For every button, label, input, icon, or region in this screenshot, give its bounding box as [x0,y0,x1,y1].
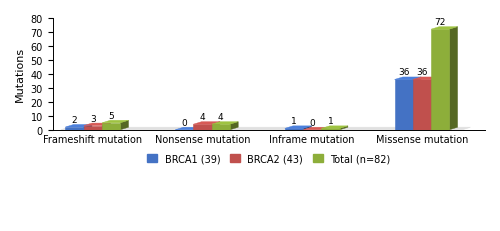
Text: 3: 3 [90,114,96,123]
Polygon shape [431,27,458,30]
Bar [212,125,230,130]
Polygon shape [102,121,128,123]
Text: 5: 5 [108,111,114,120]
Bar [322,129,340,130]
Bar [413,80,431,130]
Bar [66,128,84,130]
Polygon shape [413,78,421,130]
Polygon shape [194,122,220,125]
Text: 1: 1 [291,117,297,126]
Bar [102,123,120,130]
Bar [84,126,102,130]
Polygon shape [303,128,330,130]
Polygon shape [303,126,312,130]
Polygon shape [340,126,348,130]
Text: 72: 72 [434,18,446,27]
Polygon shape [431,78,440,130]
Polygon shape [175,128,202,130]
Bar [394,80,413,130]
Polygon shape [66,125,92,128]
Polygon shape [230,122,238,130]
Text: 36: 36 [398,68,409,77]
Polygon shape [84,125,92,130]
Text: 36: 36 [416,68,428,77]
Polygon shape [84,124,110,126]
Text: 4: 4 [200,113,205,122]
Polygon shape [322,128,330,130]
Polygon shape [61,128,470,130]
Bar [285,129,303,130]
Polygon shape [212,122,220,130]
Bar [431,30,450,130]
Text: 4: 4 [218,113,224,122]
Polygon shape [194,128,202,130]
Polygon shape [285,126,312,129]
Polygon shape [322,126,348,129]
Text: 0: 0 [182,118,187,127]
Legend: BRCA1 (39), BRCA2 (43), Total (n=82): BRCA1 (39), BRCA2 (43), Total (n=82) [143,150,395,168]
Text: 0: 0 [310,118,315,127]
Polygon shape [212,122,238,125]
Y-axis label: Mutations: Mutations [15,47,25,102]
Polygon shape [413,78,440,80]
Polygon shape [102,124,110,130]
Bar [194,125,212,130]
Polygon shape [450,27,458,130]
Polygon shape [394,78,421,80]
Text: 2: 2 [72,116,78,124]
Polygon shape [120,121,128,130]
Text: 1: 1 [328,117,334,126]
